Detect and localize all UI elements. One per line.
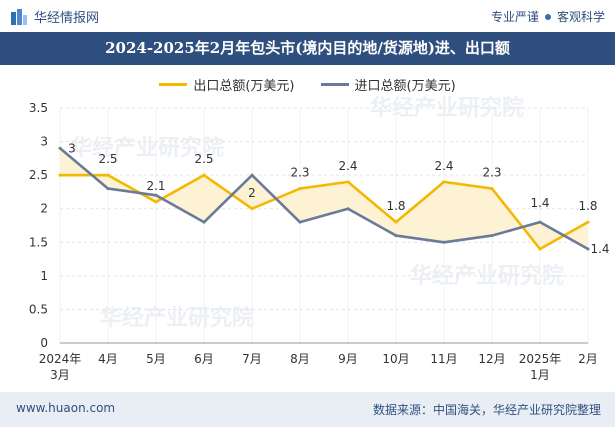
data-label-0: 3: [68, 141, 76, 155]
data-point-export-8: [442, 180, 446, 184]
data-point-export-1: [106, 173, 110, 177]
data-point-export-3: [202, 173, 206, 177]
series-line-import: [59, 147, 589, 251]
top-bar: 华经情报网 专业严谨 客观科学: [0, 0, 615, 32]
data-point-export-7: [394, 220, 398, 224]
slogan: 专业严谨 客观科学: [491, 8, 605, 25]
x-tick-label-0-line2: 3月: [50, 368, 70, 382]
slogan-dot-icon: [544, 13, 551, 20]
data-label-4: 2: [248, 186, 256, 200]
data-point-export-4: [250, 207, 254, 211]
legend-swatch-export: [159, 82, 188, 86]
legend-label-export: 出口总额(万美元): [193, 78, 295, 94]
data-point-export-11: [586, 220, 590, 224]
x-tick-label-9: 12月: [478, 352, 505, 366]
data-label-5: 2.3: [290, 166, 309, 180]
data-label-12: 1.4: [590, 242, 609, 256]
data-point-import-5: [298, 220, 302, 224]
data-point-export-5: [298, 187, 302, 191]
data-point-import-4: [250, 173, 254, 177]
data-label-1: 2.5: [98, 152, 117, 166]
line-chart: 0 0.5 1 1.5 2 2.5 3 3.5 2024年 3月 4月 5月 6月 7月 8月 9月 10月 11…: [29, 101, 610, 382]
data-label-8: 2.4: [434, 159, 453, 173]
data-point-import-0: [58, 146, 62, 150]
data-point-import-9: [490, 234, 494, 238]
data-point-export-0: [58, 173, 62, 177]
x-tick-label-5: 8月: [290, 352, 310, 366]
y-tick-label-0: 0: [40, 336, 48, 350]
data-label-3: 2.5: [194, 152, 213, 166]
legend-item-export[interactable]: 出口总额(万美元): [159, 74, 295, 94]
data-point-import-1: [106, 187, 110, 191]
data-point-export-9: [490, 187, 494, 191]
brand[interactable]: 华经情报网: [10, 7, 99, 26]
y-tick-label-4: 2: [40, 202, 48, 216]
x-tick-label-6: 9月: [338, 352, 358, 366]
data-label-7: 1.8: [386, 199, 405, 213]
y-tick-label-3: 1.5: [29, 235, 48, 249]
legend-item-import[interactable]: 进口总额(万美元): [320, 74, 456, 94]
slogan-right: 客观科学: [556, 10, 605, 24]
data-point-export-2: [154, 200, 158, 204]
data-point-import-2: [154, 193, 158, 197]
brand-name: 华经情报网: [34, 11, 100, 26]
y-tick-label-2: 1: [40, 269, 48, 283]
data-label-2: 2.1: [146, 179, 165, 193]
legend-swatch-import: [320, 82, 349, 86]
fill-between-area: [60, 148, 588, 249]
y-tick-label-5: 2.5: [29, 168, 48, 182]
x-tick-label-3: 6月: [194, 352, 214, 366]
footer-source: 数据来源：中国海关，华经产业研究院整理: [372, 403, 601, 417]
x-tick-label-1: 4月: [98, 352, 118, 366]
data-label-10: 1.4: [530, 196, 549, 210]
x-tick-label-10-line2: 1月: [530, 368, 550, 382]
x-tick-label-0: 2024年: [39, 352, 82, 366]
footer-url[interactable]: www.huaon.com: [16, 401, 116, 415]
data-point-import-3: [202, 220, 206, 224]
x-tick-label-2: 5月: [146, 352, 166, 366]
data-label-6: 2.4: [338, 159, 357, 173]
data-point-export-10: [538, 247, 542, 251]
chart-title: 2024-2025年2月年包头市(境内目的地/货源地)进、出口额: [0, 32, 615, 65]
y-tick-label-6: 3: [40, 135, 48, 149]
data-point-export-6: [346, 180, 350, 184]
chart-legend: 出口总额(万美元) 进口总额(万美元): [0, 74, 615, 94]
x-tick-label-4: 7月: [242, 352, 262, 366]
data-point-import-11: [586, 247, 590, 251]
data-point-import-10: [538, 220, 542, 224]
slogan-left: 专业严谨: [490, 10, 539, 24]
legend-label-import: 进口总额(万美元): [354, 78, 456, 94]
data-point-import-6: [346, 207, 350, 211]
data-label-11: 1.8: [578, 199, 597, 213]
x-tick-label-7: 10月: [382, 352, 409, 366]
huajing-logo-icon: [11, 8, 27, 25]
y-tick-label-7: 3.5: [29, 101, 48, 115]
footer: www.huaon.com 数据来源：中国海关，华经产业研究院整理: [0, 392, 615, 427]
data-point-import-7: [394, 234, 398, 238]
data-label-9: 2.3: [482, 166, 501, 180]
x-tick-label-8: 11月: [430, 352, 457, 366]
x-tick-label-11: 2月: [578, 352, 598, 366]
data-point-import-8: [442, 240, 446, 244]
series-line-export: [60, 173, 589, 251]
y-tick-label-1: 0.5: [29, 302, 48, 316]
x-tick-label-10: 2025年: [519, 352, 562, 366]
